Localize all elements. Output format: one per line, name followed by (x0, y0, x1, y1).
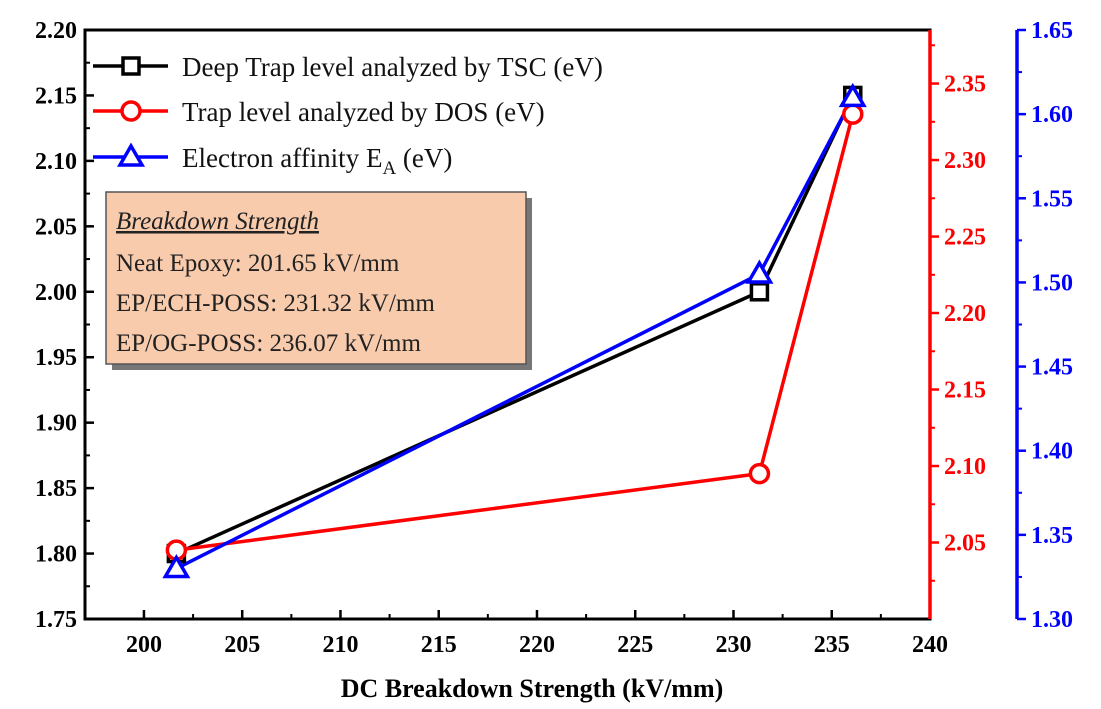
right-red-tick-label: 2.35 (944, 72, 986, 98)
legend-label-text: Deep Trap level analyzed by TSC (eV) (182, 52, 603, 82)
right-blue-tick-label: 1.60 (1031, 102, 1073, 128)
series-circle-point (842, 103, 864, 125)
right-blue-tick-label: 1.35 (1031, 523, 1073, 549)
right-blue-tick-label: 1.50 (1031, 270, 1073, 296)
right-blue-tick-label: 1.65 (1031, 18, 1073, 44)
right-red-tick-label: 2.20 (944, 301, 986, 327)
right-blue-tick-label: 1.30 (1031, 607, 1073, 633)
legend: Deep Trap level analyzed by TSC (eV) Trap… (93, 52, 603, 179)
x-tick-label: 235 (814, 632, 850, 658)
left-tick-label: 2.15 (35, 83, 77, 109)
right-red-tick-label: 2.15 (944, 378, 986, 404)
annotation-box-line: EP/ECH-POSS: 231.32 kV/mm (116, 290, 435, 317)
right-red-tick-label: 2.10 (944, 454, 986, 480)
annotation-box-line: Neat Epoxy: 201.65 kV/mm (116, 250, 400, 277)
right-blue-tick-label: 1.55 (1031, 186, 1073, 212)
legend-marker (121, 56, 141, 76)
right-red-tick-label: 2.05 (944, 531, 986, 557)
x-axis-title: DC Breakdown Strength (kV/mm) (341, 674, 724, 703)
legend-marker (116, 142, 146, 167)
left-tick-label: 1.90 (35, 411, 77, 437)
x-tick-label: 225 (617, 632, 653, 658)
x-tick-label: 205 (224, 632, 260, 658)
annotation-box: Breakdown Strength Neat Epoxy: 201.65 kV/… (105, 191, 532, 370)
legend-label-text: Electron affinity E (182, 143, 382, 173)
legend-label-text: Trap level analyzed by DOS (eV) (182, 97, 545, 127)
axis-layer: 200 205 210 215 220 225 230 235 240 1.75 1.80 1.85 1… (35, 18, 1073, 658)
x-tick-label: 220 (519, 632, 555, 658)
legend-marker (120, 100, 142, 122)
left-tick-label: 2.00 (35, 280, 77, 306)
right-red-tick-label: 2.30 (944, 148, 986, 174)
series-circle-point (748, 462, 771, 485)
x-tick-label: 200 (126, 632, 162, 658)
x-tick-label: 210 (322, 632, 358, 658)
series-triangle-point (838, 82, 867, 108)
left-tick-label: 2.05 (35, 214, 77, 240)
legend-label-tail: (eV) (396, 143, 452, 173)
left-tick-label: 1.80 (35, 542, 77, 568)
left-tick-label: 2.10 (35, 149, 77, 175)
annotation-box-panel (105, 191, 527, 365)
series-square-point (749, 282, 770, 302)
series-triangle-point (745, 259, 774, 284)
x-tick-label: 215 (421, 632, 457, 658)
right-blue-tick-label: 1.45 (1031, 355, 1073, 381)
annotation-box-title: Breakdown Strength (116, 208, 319, 235)
left-tick-label: 2.20 (35, 18, 77, 44)
legend-label: Deep Trap level analyzed by TSC (eV) (182, 52, 603, 82)
legend-label-subscript: A (382, 158, 396, 179)
x-tick-label: 240 (912, 632, 948, 658)
legend-label: Electron affinity EA (eV) (182, 143, 452, 179)
right-blue-tick-label: 1.40 (1031, 439, 1073, 465)
series-triangle-point (162, 554, 191, 579)
left-tick-label: 1.85 (35, 476, 77, 502)
right-red-tick-label: 2.25 (944, 225, 986, 251)
legend-label: Trap level analyzed by DOS (eV) (182, 97, 545, 127)
series-layer (162, 82, 867, 579)
x-tick-label: 230 (715, 632, 751, 658)
left-tick-label: 1.75 (35, 607, 77, 633)
annotation-box-line: EP/OG-POSS: 236.07 kV/mm (116, 330, 421, 357)
left-tick-label: 1.95 (35, 345, 77, 371)
